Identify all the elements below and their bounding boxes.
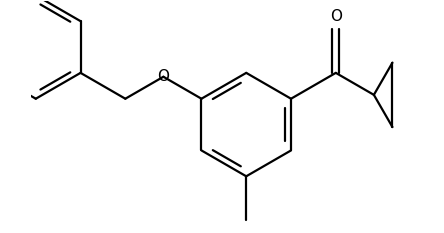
- Text: O: O: [157, 69, 170, 84]
- Text: O: O: [330, 9, 342, 24]
